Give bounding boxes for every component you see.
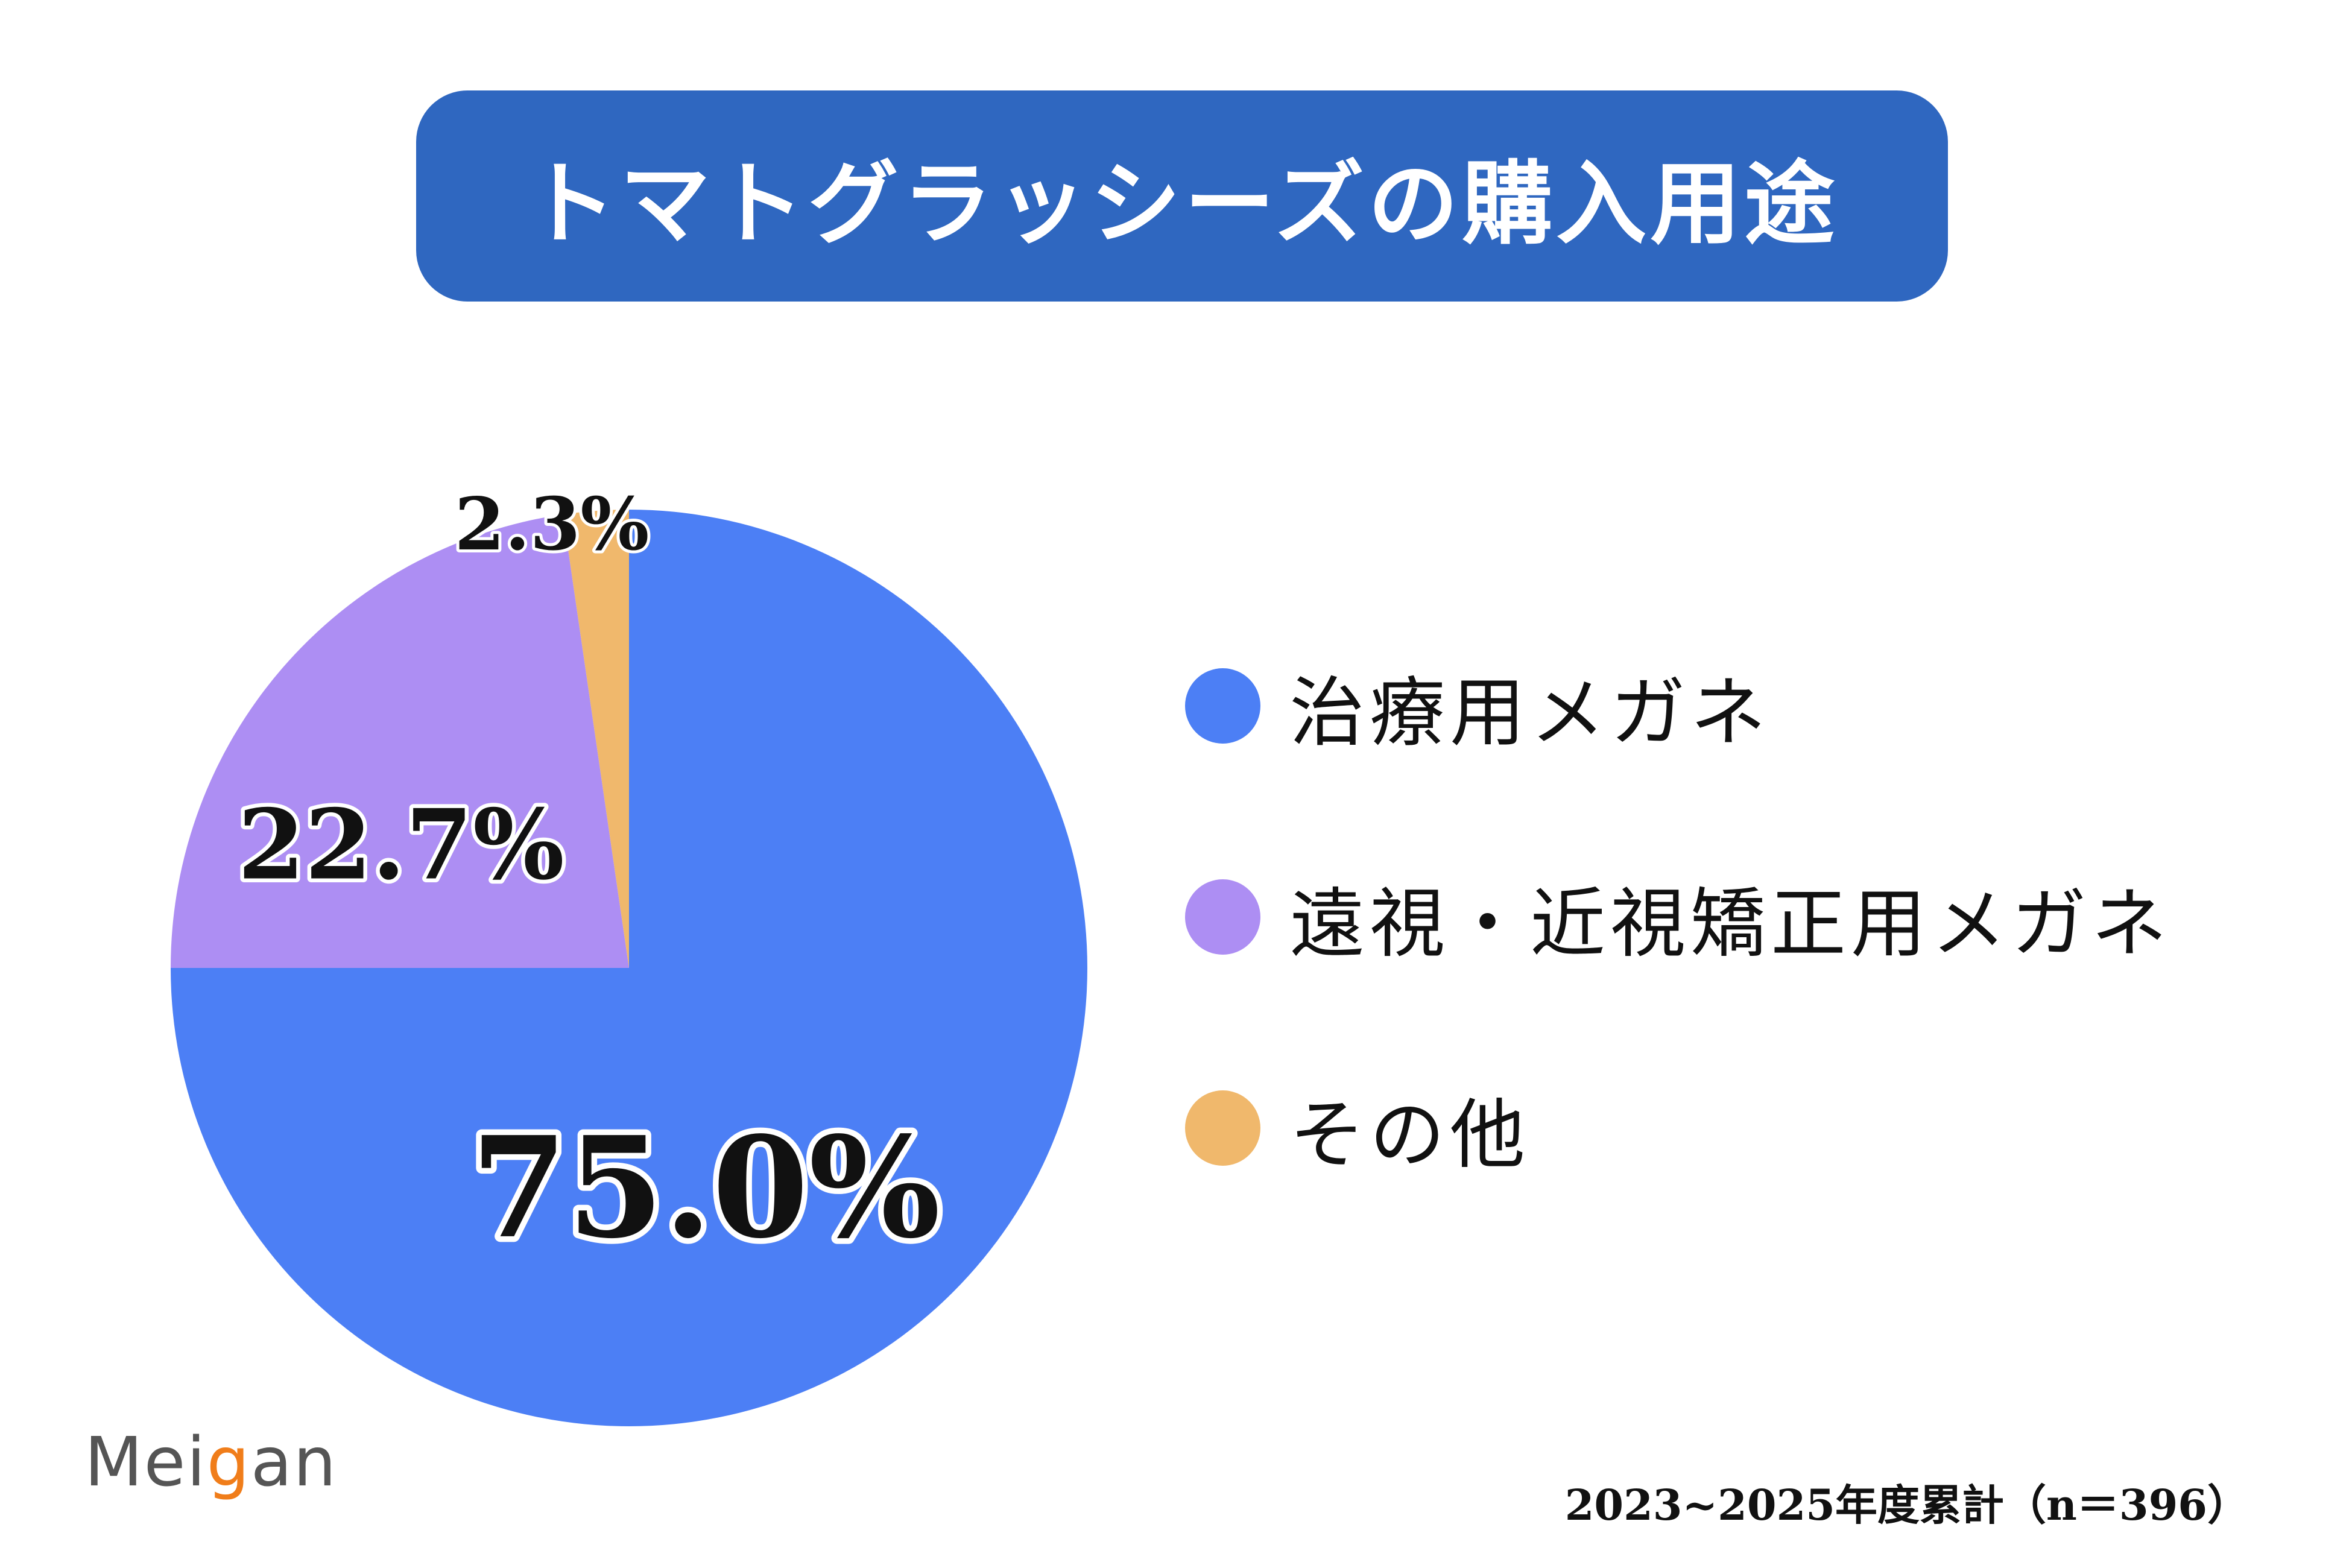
data-label-other: 2.3% <box>455 482 650 567</box>
legend-swatch-vision-correction <box>1185 879 1260 955</box>
data-label-treatment: 75.0% <box>471 1107 941 1269</box>
data-label-vision-correction: 22.7% <box>238 788 564 902</box>
logo-text-prefix: Mei <box>84 1423 207 1502</box>
sample-footnote: 2023~2025年度累計（n＝396） <box>1564 1480 2249 1530</box>
legend-item-vision-correction: 遠視・近視矯正用メガネ <box>1185 871 2172 968</box>
legend-swatch-treatment <box>1185 668 1260 744</box>
legend-item-other: その他 <box>1185 1083 2172 1179</box>
pie-slice-other <box>563 510 629 968</box>
chart-title: トマトグラッシーズの購入用途 <box>525 150 1839 257</box>
logo-text-accent: g <box>206 1423 251 1502</box>
legend-label-other: その他 <box>1289 1091 1530 1179</box>
title-banner: トマトグラッシーズの購入用途 <box>416 90 1948 302</box>
legend-item-treatment: 治療用メガネ <box>1185 660 2172 757</box>
pie-slice-vision-correction <box>171 514 629 968</box>
legend-label-vision-correction: 遠視・近視矯正用メガネ <box>1289 880 2172 968</box>
legend-swatch-other <box>1185 1090 1260 1166</box>
logo-text-suffix: an <box>250 1423 338 1502</box>
legend-label-treatment: 治療用メガネ <box>1289 669 1771 757</box>
meigan-logo: Meigan <box>84 1423 337 1502</box>
legend: 治療用メガネ 遠視・近視矯正用メガネ その他 <box>1185 660 2172 1294</box>
